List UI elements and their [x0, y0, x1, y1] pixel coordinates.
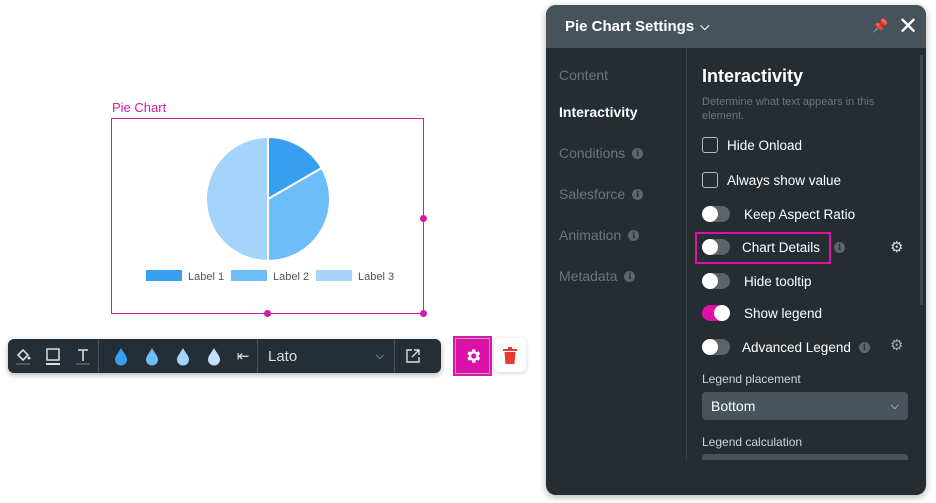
trash-icon: [503, 346, 517, 364]
toggle[interactable]: [702, 339, 730, 355]
nav-conditions[interactable]: Conditions i: [559, 145, 644, 161]
text-color-icon[interactable]: [68, 339, 98, 373]
scrollbar[interactable]: [920, 55, 923, 305]
settings-button[interactable]: [453, 336, 492, 376]
toggle[interactable]: [702, 206, 730, 222]
pin-icon[interactable]: 📌: [872, 18, 889, 33]
legend-swatch: [316, 270, 352, 281]
nav-label: Content: [559, 67, 609, 83]
keep-aspect-ratio-toggle[interactable]: Keep Aspect Ratio: [702, 206, 855, 222]
legend-label: Label 1: [188, 271, 224, 283]
color-drop-icon[interactable]: [167, 347, 198, 366]
option-label: Keep Aspect Ratio: [744, 206, 856, 222]
panel-header: Pie Chart Settings ⌵ 📌 ✕: [546, 5, 926, 48]
show-legend-toggle[interactable]: Show legend: [702, 305, 822, 321]
divider: [686, 48, 687, 460]
element-title: Pie Chart: [112, 100, 167, 115]
color-drop-icon[interactable]: [198, 347, 229, 366]
option-label: Show legend: [744, 305, 823, 321]
legend-placement-label: Legend placement: [702, 372, 801, 386]
advanced-legend-toggle[interactable]: Advanced Legend i: [702, 339, 870, 355]
legend-swatch: [146, 270, 182, 281]
border-color-icon[interactable]: [38, 339, 68, 373]
info-icon: i: [632, 188, 644, 200]
legend-calculation-select[interactable]: [702, 454, 908, 460]
pie-slice-1[interactable]: [267, 135, 324, 201]
checkbox[interactable]: [702, 172, 718, 188]
pie-slice-3[interactable]: [205, 135, 269, 263]
option-label: Hide tooltip: [744, 273, 812, 289]
legend-label: Label 2: [273, 271, 309, 283]
settings-panel: Pie Chart Settings ⌵ 📌 ✕ Content Interac…: [546, 5, 926, 495]
element-toolbar: ⇤ Lato ⌵: [8, 339, 441, 373]
highlight-box: [695, 232, 831, 264]
nav-label: Salesforce: [559, 186, 626, 202]
legend-swatch: [231, 270, 267, 281]
pie-chart: Label 1 Label 2 Label 3: [146, 135, 394, 283]
nav-content[interactable]: Content: [559, 67, 608, 83]
resize-handle-right[interactable]: [420, 215, 427, 222]
legend-calculation-label: Legend calculation: [702, 435, 803, 449]
info-icon: i: [834, 241, 846, 253]
option-label: Always show value: [727, 172, 842, 188]
nav-salesforce[interactable]: Salesforce i: [559, 186, 644, 202]
nav-animation[interactable]: Animation i: [559, 227, 640, 243]
hide-onload-checkbox[interactable]: Hide Onload: [702, 137, 802, 153]
gear-icon[interactable]: ⚙: [890, 337, 904, 354]
font-value: Lato: [268, 347, 298, 365]
nav-metadata[interactable]: Metadata i: [559, 268, 636, 284]
legend-label: Label 3: [358, 271, 394, 283]
checkbox[interactable]: [702, 137, 718, 153]
color-drop-icon[interactable]: [136, 347, 167, 366]
toggle[interactable]: [702, 273, 730, 289]
nav-interactivity[interactable]: Interactivity: [559, 104, 638, 120]
gear-icon: [466, 349, 480, 363]
nav-label: Metadata: [559, 268, 618, 284]
panel-title[interactable]: Pie Chart Settings: [565, 18, 695, 35]
pie-slice-2[interactable]: [267, 166, 331, 263]
option-label: Chart Details: [742, 239, 821, 255]
info-icon: i: [628, 229, 640, 241]
info-icon: i: [624, 270, 636, 282]
option-label: Advanced Legend: [742, 339, 851, 355]
pie-chart-element[interactable]: Label 1 Label 2 Label 3: [111, 118, 427, 317]
always-show-value-checkbox[interactable]: Always show value: [702, 172, 841, 188]
nav-label: Conditions: [559, 145, 626, 161]
chevron-down-icon[interactable]: ⌵: [700, 19, 710, 33]
chevron-down-icon: ⌵: [890, 399, 899, 412]
info-icon: i: [858, 341, 870, 353]
chart-details-toggle[interactable]: Chart Details i: [702, 239, 846, 255]
hide-tooltip-toggle[interactable]: Hide tooltip: [702, 273, 812, 289]
option-label: Hide Onload: [727, 137, 803, 153]
select-value: Bottom: [711, 398, 756, 414]
section-title: Interactivity: [702, 66, 804, 86]
color-drop-icon[interactable]: [105, 347, 136, 366]
delete-button[interactable]: [494, 338, 526, 372]
toggle[interactable]: [702, 305, 730, 321]
fill-color-icon[interactable]: [8, 339, 38, 373]
chevron-down-icon: ⌵: [375, 349, 384, 362]
resize-handle-bottom[interactable]: [264, 310, 271, 317]
close-icon[interactable]: ✕: [898, 13, 919, 40]
legend-placement-select[interactable]: Bottom ⌵: [702, 392, 908, 420]
info-icon: i: [632, 147, 644, 159]
nav-label: Animation: [559, 227, 622, 243]
font-select[interactable]: Lato ⌵: [258, 339, 394, 373]
resize-handle-corner[interactable]: [420, 310, 427, 317]
section-description: Determine what text appears in this elem…: [702, 96, 875, 122]
external-link-icon[interactable]: [395, 339, 431, 373]
align-left-icon[interactable]: ⇤: [236, 348, 250, 365]
nav-label: Interactivity: [559, 104, 638, 120]
toggle[interactable]: [702, 239, 730, 255]
gear-icon[interactable]: ⚙: [890, 239, 904, 256]
